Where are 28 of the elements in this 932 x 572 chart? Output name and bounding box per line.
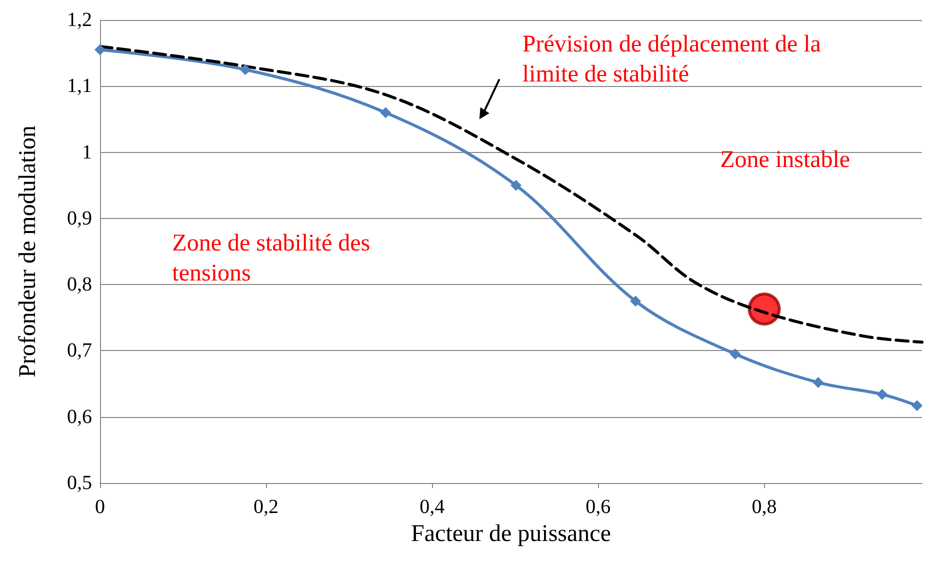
point (380, 107, 392, 118)
x-tick-label: 0 (95, 496, 105, 518)
point (510, 180, 522, 191)
y-tick-label: 0,5 (67, 472, 92, 494)
point (240, 64, 251, 76)
point (748, 292, 781, 326)
y-tick-label: 0,6 (67, 406, 92, 428)
y-tick-label: 1,2 (67, 9, 92, 31)
point (94, 44, 106, 56)
annotation: Prévision de déplacement de la limite de stabilité (522, 31, 827, 88)
y-axis-title: Profondeur de modulation (15, 126, 41, 378)
point (630, 296, 642, 307)
annotation: Zone de stabilité des tensions (172, 230, 376, 286)
x-axis-title: Facteur de puissance (411, 520, 611, 547)
annotation: Zone instable (720, 147, 850, 174)
point (730, 348, 741, 360)
y-tick-label: 1,1 (67, 75, 92, 98)
y-tick-label: 0,9 (67, 207, 92, 230)
x-tick-label: 0,6 (586, 496, 611, 518)
x-tick-label: 0,4 (420, 496, 445, 518)
y-tick-label: 0,8 (67, 274, 92, 296)
x-tick-label: 0,2 (254, 496, 279, 518)
point (812, 376, 824, 388)
y-tick-label: 0,7 (67, 340, 92, 362)
y-tick-label: 1 (82, 141, 92, 164)
x-tick-label: 0,8 (752, 496, 777, 518)
point (876, 388, 888, 400)
point (912, 400, 923, 412)
